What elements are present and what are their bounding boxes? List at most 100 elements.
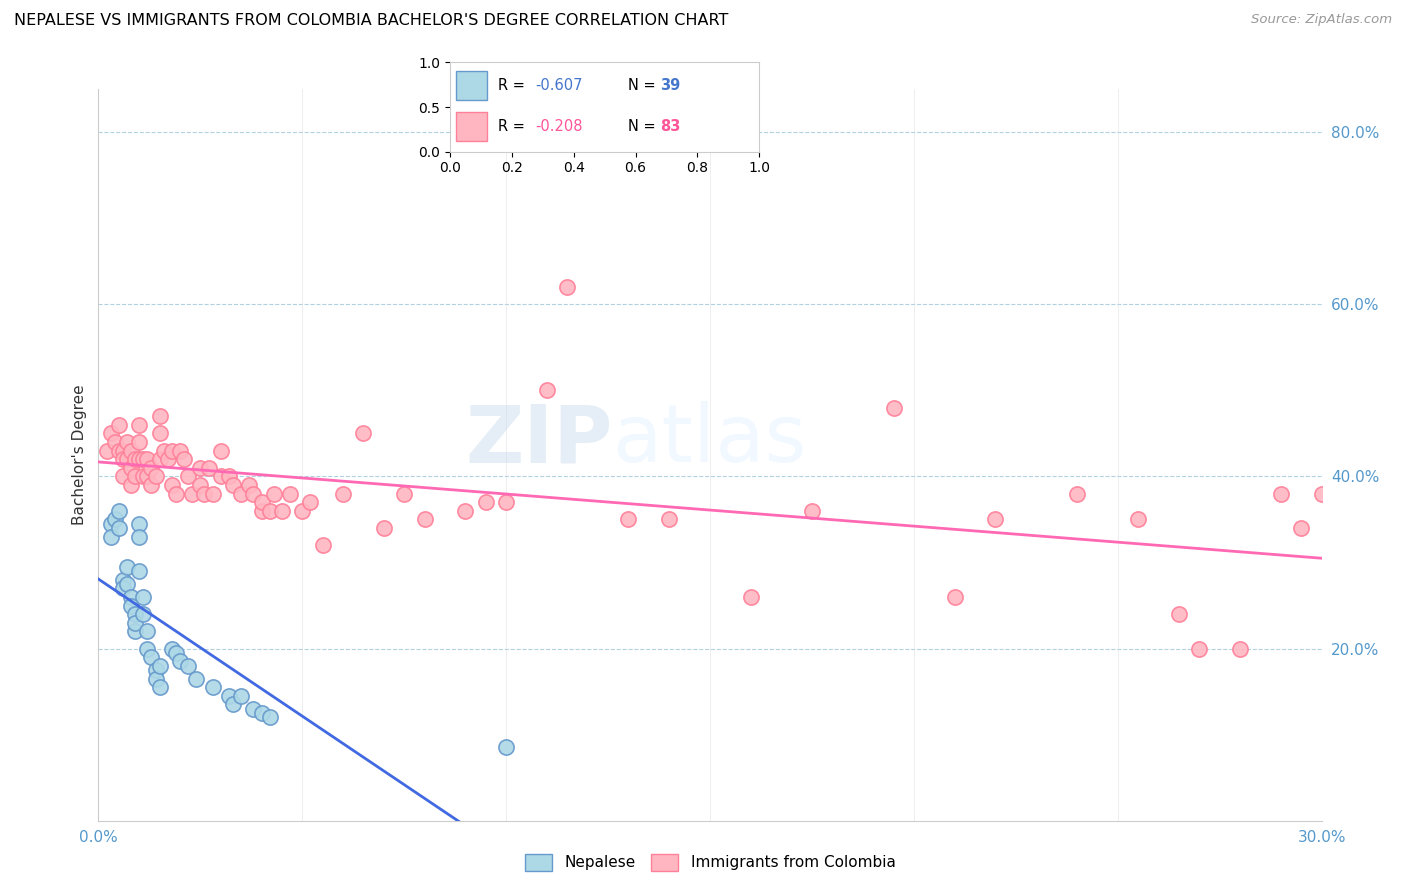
Point — [152, 443, 174, 458]
Text: -0.208: -0.208 — [536, 120, 582, 134]
Point — [169, 443, 191, 458]
Point — [474, 495, 498, 509]
Point — [145, 672, 167, 686]
Point — [128, 452, 150, 467]
Point — [120, 599, 142, 613]
Point — [128, 435, 150, 450]
Point — [278, 486, 301, 500]
Point — [291, 504, 314, 518]
Point — [197, 460, 219, 475]
Text: ZIP: ZIP — [465, 401, 612, 479]
Point — [242, 486, 264, 500]
Point — [111, 573, 134, 587]
Point — [188, 478, 212, 492]
Point — [193, 486, 215, 500]
Point — [250, 504, 273, 518]
Point — [181, 486, 204, 500]
Point — [177, 469, 200, 483]
Point — [136, 641, 159, 656]
Y-axis label: Bachelor's Degree: Bachelor's Degree — [72, 384, 87, 525]
Point — [124, 607, 146, 621]
Text: atlas: atlas — [612, 401, 807, 479]
Point — [128, 530, 150, 544]
FancyBboxPatch shape — [456, 71, 486, 100]
Point — [177, 658, 200, 673]
Text: 39: 39 — [661, 78, 681, 93]
Point — [188, 460, 212, 475]
Point — [145, 469, 167, 483]
Point — [238, 478, 260, 492]
Point — [111, 443, 134, 458]
Point — [124, 615, 146, 630]
Point — [120, 443, 142, 458]
Point — [299, 495, 322, 509]
Point — [132, 469, 155, 483]
Point — [124, 452, 146, 467]
Point — [115, 577, 138, 591]
Point — [231, 486, 253, 500]
Text: NEPALESE VS IMMIGRANTS FROM COLOMBIA BACHELOR'S DEGREE CORRELATION CHART: NEPALESE VS IMMIGRANTS FROM COLOMBIA BAC… — [14, 13, 728, 29]
Point — [124, 469, 146, 483]
Point — [231, 689, 253, 703]
Point — [201, 486, 224, 500]
Point — [173, 452, 195, 467]
Point — [136, 624, 159, 639]
Point — [1128, 512, 1150, 526]
Point — [141, 478, 163, 492]
Point — [557, 280, 579, 294]
Point — [1291, 521, 1313, 535]
Point — [136, 469, 159, 483]
Point — [392, 486, 416, 500]
Point — [160, 443, 183, 458]
Point — [128, 516, 150, 531]
Point — [1188, 641, 1211, 656]
Point — [1310, 486, 1333, 500]
Point — [373, 521, 395, 535]
Point — [128, 417, 150, 432]
Text: R =: R = — [498, 120, 530, 134]
Point — [145, 663, 167, 677]
Text: R =: R = — [498, 78, 530, 93]
Point — [100, 530, 122, 544]
Point — [115, 452, 138, 467]
Point — [149, 680, 172, 694]
Point — [883, 401, 905, 415]
Point — [242, 702, 264, 716]
Point — [801, 504, 824, 518]
Point — [132, 590, 155, 604]
Point — [111, 469, 134, 483]
Point — [141, 650, 163, 665]
Point — [165, 486, 187, 500]
Point — [149, 409, 172, 424]
Point — [1066, 486, 1088, 500]
Point — [209, 443, 232, 458]
Point — [96, 443, 118, 458]
Point — [169, 655, 191, 669]
Text: N =: N = — [627, 78, 659, 93]
Point — [104, 512, 127, 526]
Point — [165, 646, 187, 660]
Point — [104, 435, 127, 450]
Point — [201, 680, 224, 694]
Point — [312, 538, 335, 552]
Point — [218, 689, 240, 703]
Point — [943, 590, 966, 604]
Point — [120, 460, 142, 475]
Point — [454, 504, 477, 518]
Point — [149, 426, 172, 441]
Point — [209, 469, 232, 483]
Point — [141, 460, 163, 475]
Point — [132, 607, 155, 621]
Point — [495, 495, 517, 509]
Point — [111, 452, 134, 467]
Point — [124, 624, 146, 639]
Point — [222, 478, 245, 492]
Point — [115, 435, 138, 450]
Point — [108, 521, 131, 535]
Point — [536, 384, 558, 398]
Point — [108, 417, 131, 432]
Point — [149, 658, 172, 673]
Point — [352, 426, 374, 441]
Point — [1229, 641, 1251, 656]
Point — [128, 564, 150, 578]
